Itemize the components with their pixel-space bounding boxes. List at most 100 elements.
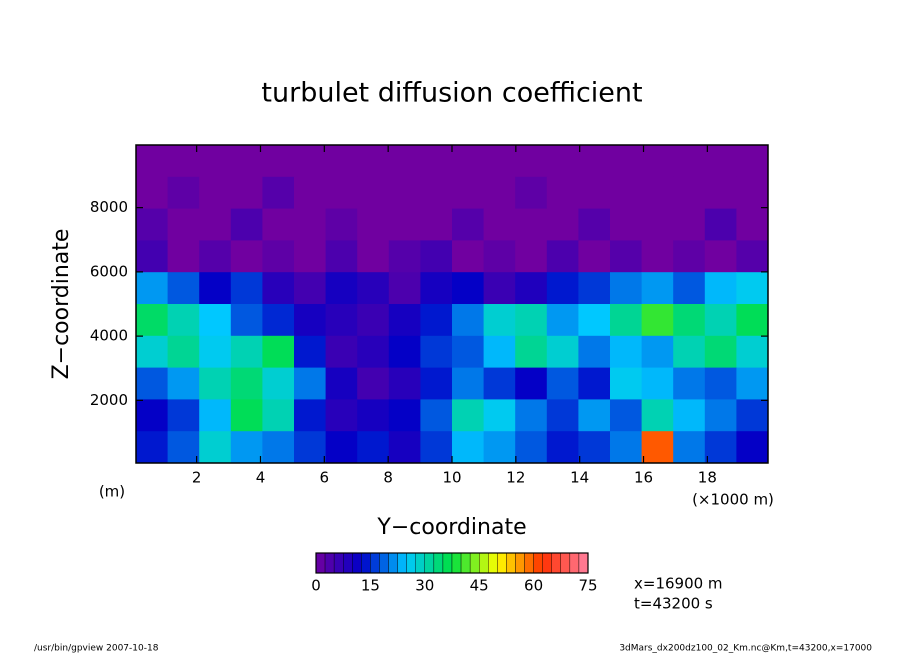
heatmap-cell xyxy=(610,240,643,273)
heatmap-cell xyxy=(136,367,169,400)
heatmap-cell xyxy=(483,367,516,400)
heatmap-cell xyxy=(325,145,358,178)
heatmap-cell xyxy=(199,145,232,178)
heatmap-cell xyxy=(546,304,579,337)
y-tick-label: 4000 xyxy=(90,327,128,345)
heatmap-cell xyxy=(610,208,643,241)
heatmap-cell xyxy=(136,145,169,178)
heatmap-cell xyxy=(610,176,643,210)
heatmap-cell xyxy=(610,399,643,432)
heatmap-cell xyxy=(230,176,263,210)
heatmap-cell xyxy=(294,367,327,400)
heatmap-cell xyxy=(357,176,390,210)
heatmap-cell xyxy=(136,304,169,337)
heatmap-cell xyxy=(167,240,200,273)
heatmap-cell xyxy=(388,399,421,432)
heatmap-cell xyxy=(578,176,611,210)
heatmap-cell xyxy=(357,208,390,241)
heatmap-cell xyxy=(325,431,358,463)
heatmap-cell xyxy=(325,208,358,241)
heatmap-cell xyxy=(578,272,611,305)
heatmap-cell xyxy=(294,240,327,273)
heatmap-cell xyxy=(736,145,768,178)
heatmap-cell xyxy=(262,145,295,178)
heatmap-cell xyxy=(515,208,548,241)
heatmap-cell xyxy=(546,335,579,369)
heatmap-cell xyxy=(641,272,674,305)
heatmap-cell xyxy=(704,367,737,400)
heatmap-cell xyxy=(420,240,453,273)
colorbar-segment xyxy=(343,552,353,574)
heatmap-cell xyxy=(262,335,295,369)
heatmap-cell xyxy=(641,367,674,400)
heatmap-cell xyxy=(483,272,516,305)
heatmap-cell xyxy=(420,176,453,210)
heatmap-cell xyxy=(388,304,421,337)
heatmap-cell xyxy=(704,335,737,369)
heatmap-cell xyxy=(294,208,327,241)
heatmap-cell xyxy=(420,399,453,432)
heatmap-cell xyxy=(641,176,674,210)
heatmap-cell xyxy=(199,208,232,241)
heatmap-cell xyxy=(325,399,358,432)
heatmap-cell xyxy=(357,431,390,463)
heatmap-cell xyxy=(452,399,485,432)
heatmap-cell xyxy=(167,272,200,305)
heatmap-cell xyxy=(294,272,327,305)
heatmap-cell xyxy=(388,145,421,178)
heatmap-layer xyxy=(136,145,768,463)
heatmap-cell xyxy=(357,240,390,273)
heatmap-cell xyxy=(704,431,737,463)
x-tick-label: 8 xyxy=(383,469,393,487)
heatmap-cell xyxy=(515,367,548,400)
heatmap-cell xyxy=(546,431,579,463)
colorbar-tick-label: 0 xyxy=(311,577,321,595)
heatmap-cell xyxy=(325,304,358,337)
x-tick-label: 16 xyxy=(634,469,653,487)
heatmap-cell xyxy=(388,272,421,305)
heatmap-cell xyxy=(167,399,200,432)
heatmap-cell xyxy=(199,399,232,432)
colorbar-tick-label: 15 xyxy=(361,577,380,595)
colorbar-segment xyxy=(388,552,398,574)
heatmap-cell xyxy=(294,304,327,337)
heatmap-cell xyxy=(136,335,169,369)
colorbar-segment xyxy=(515,552,525,574)
heatmap-cell xyxy=(673,304,706,337)
heatmap-cell xyxy=(673,145,706,178)
x-tick-label: 4 xyxy=(256,469,266,487)
heatmap-cell xyxy=(546,145,579,178)
colorbar-segment xyxy=(469,552,480,574)
x-tick-label: 18 xyxy=(698,469,717,487)
heatmap-cell xyxy=(136,272,169,305)
heatmap-cell xyxy=(515,176,548,210)
heatmap-cell xyxy=(262,399,295,432)
heatmap-cell xyxy=(452,335,485,369)
heatmap-cell xyxy=(325,240,358,273)
heatmap-cell xyxy=(167,176,200,210)
colorbar-segment xyxy=(533,552,543,574)
colorbar-frame xyxy=(315,552,589,574)
heatmap-cell xyxy=(230,208,263,241)
heatmap-cell xyxy=(388,240,421,273)
heatmap-cell xyxy=(230,399,263,432)
heatmap-cell xyxy=(673,367,706,400)
heatmap-cell xyxy=(199,176,232,210)
colorbar-segment xyxy=(324,552,335,574)
heatmap-cell xyxy=(357,145,390,178)
colorbar-segment xyxy=(442,552,453,574)
colorbar-segment xyxy=(433,552,444,574)
heatmap-cell xyxy=(515,431,548,463)
colorbar-segment xyxy=(488,552,498,574)
heatmap-cell xyxy=(736,304,768,337)
colorbar-segment xyxy=(569,552,580,574)
heatmap-cell xyxy=(736,335,768,369)
heatmap-cell xyxy=(262,431,295,463)
heatmap-cell xyxy=(736,272,768,305)
colorbar-tick-label: 30 xyxy=(415,577,434,595)
heatmap-cell xyxy=(230,304,263,337)
y-tick-label: 8000 xyxy=(90,198,128,216)
heatmap-cell xyxy=(167,304,200,337)
heatmap-cell xyxy=(357,304,390,337)
heatmap-cell xyxy=(641,335,674,369)
